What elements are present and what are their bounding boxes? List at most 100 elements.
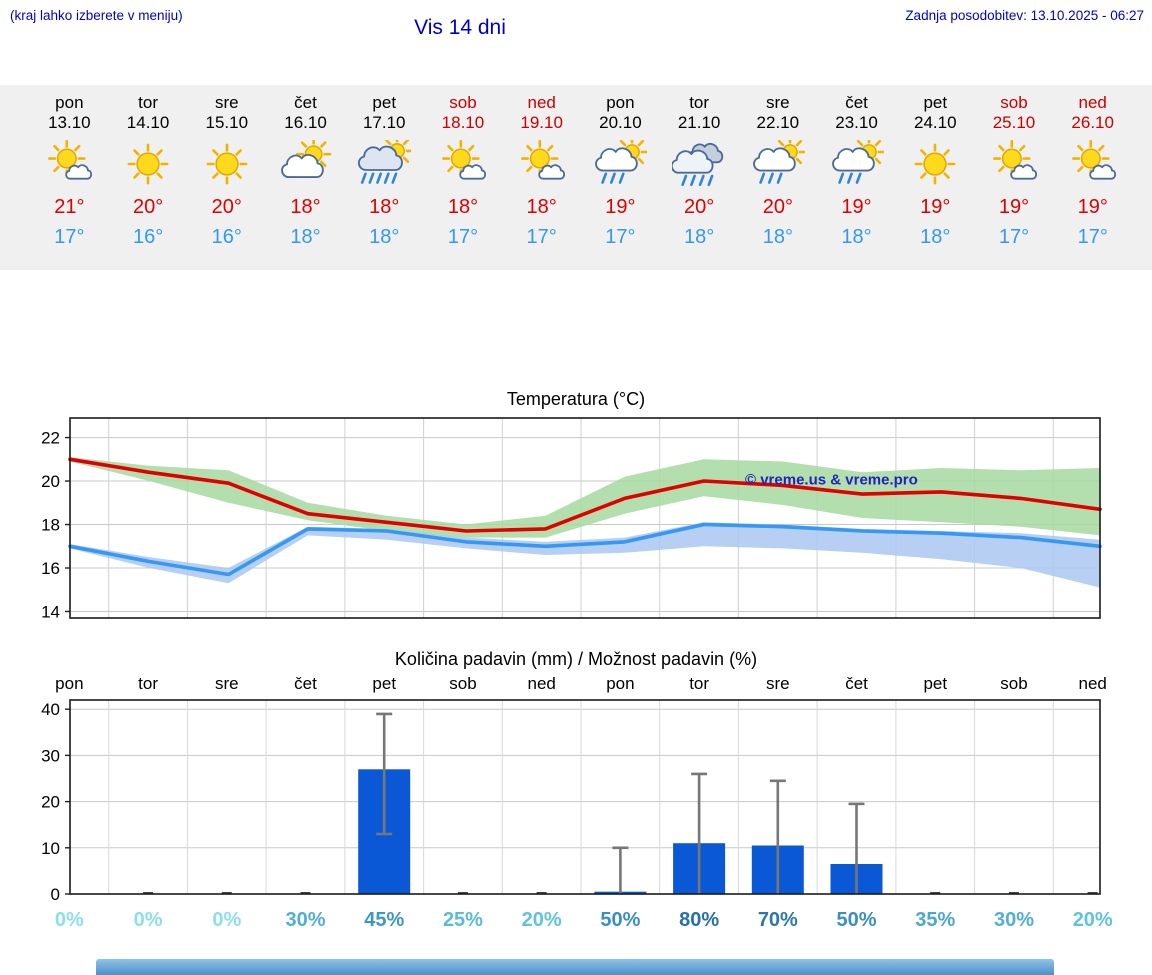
plot-border: [69, 699, 1101, 895]
day-name: čet: [845, 93, 868, 112]
day-name: sre: [766, 93, 790, 112]
footer-bar: [96, 959, 1054, 975]
day-name: tor: [138, 93, 158, 112]
day-date: 17.10: [362, 113, 406, 132]
y-axis-label: 14: [41, 603, 60, 622]
precip-day-label: pet: [923, 674, 948, 693]
high-temp: 19°: [841, 196, 872, 218]
precip-zero-mark: [930, 892, 941, 894]
precip-zero-mark: [221, 892, 232, 894]
high-temp: 19°: [998, 196, 1030, 218]
y-axis-label: 22: [41, 429, 60, 448]
plot-border: [69, 417, 1101, 619]
band-min-range: [70, 522, 1100, 588]
low-temp: 17°: [1077, 226, 1108, 248]
forecast-day: sre 22.10 20° 18°: [738, 93, 817, 264]
high-temp: 19°: [1077, 196, 1108, 218]
precip-zero-mark: [300, 892, 311, 894]
day-date: 22.10: [756, 113, 800, 132]
precip-zero-mark: [536, 892, 547, 894]
header: (kraj lahko izberete v meniju) Vis 14 dn…: [0, 0, 1152, 85]
precip-day-label: čet: [294, 674, 317, 693]
forecast-day: pet 17.10 18° 18°: [345, 93, 424, 264]
precip-probability: 80%: [679, 909, 720, 931]
weather-icon-partly-cloudy: [266, 135, 345, 193]
forecast-day: sob 18.10 18° 17°: [424, 93, 503, 264]
precip-probability: 70%: [757, 909, 798, 931]
y-axis-label: 10: [41, 839, 60, 858]
day-name: pon: [606, 93, 635, 112]
precip-day-label: sob: [1000, 674, 1028, 693]
precip-day-label: pon: [55, 674, 84, 693]
day-name: čet: [294, 93, 317, 112]
watermark: © vreme.us & vreme.pro: [745, 471, 918, 488]
day-date: 13.10: [48, 113, 91, 132]
line-max-temp: [68, 457, 1102, 533]
weather-icon-sunny: [109, 135, 188, 193]
weather-icon-showers-sun: [738, 135, 817, 193]
day-date: 15.10: [205, 113, 249, 132]
precip-zero-mark: [1087, 892, 1098, 894]
forecast-day: pon 20.10 19° 17°: [581, 93, 660, 264]
day-name: pon: [55, 93, 84, 112]
day-date: 16.10: [284, 113, 327, 132]
low-temp: 18°: [920, 226, 951, 248]
high-temp: 20°: [211, 196, 242, 218]
day-date: 21.10: [677, 113, 721, 132]
precip-probability: 35%: [915, 909, 956, 931]
y-axis-label: 20: [41, 472, 60, 491]
low-temp: 17°: [605, 226, 636, 248]
weather-icon-sunny: [187, 135, 266, 193]
day-date: 25.10: [992, 113, 1036, 132]
low-temp: 16°: [132, 226, 164, 248]
line-min-temp: [68, 522, 1102, 577]
weather-icon-mostly-sunny: [975, 135, 1054, 193]
low-temp: 18°: [683, 226, 715, 248]
precip-chart-title: Količina padavin (mm) / Možnost padavin …: [394, 649, 758, 669]
day-name: sob: [449, 93, 477, 112]
precip-probability: 30%: [993, 909, 1034, 931]
forecast-day: tor 21.10 20° 18°: [660, 93, 739, 264]
day-date: 26.10: [1071, 113, 1114, 132]
high-temp: 21°: [54, 196, 85, 218]
day-name: sob: [1000, 93, 1028, 112]
precip-probability: 30%: [285, 909, 326, 931]
menu-note: (kraj lahko izberete v meniju): [10, 8, 183, 23]
weather-icon-rain-sun: [345, 135, 424, 193]
day-name: tor: [689, 93, 710, 112]
y-axis-label: 16: [41, 559, 60, 578]
last-update: Zadnja posodobitev: 13.10.2025 - 06:27: [905, 8, 1144, 23]
low-temp: 17°: [526, 226, 557, 248]
weather-icon-rain-cloudy: [660, 135, 739, 193]
high-temp: 18°: [447, 196, 479, 218]
temperature-chart: 14 16 18 20 22 © vreme.us & vreme.pro: [0, 412, 1152, 624]
day-name: ned: [1078, 93, 1107, 112]
low-temp: 18°: [762, 226, 793, 248]
y-axis-label: 0: [51, 885, 60, 902]
high-temp: 20°: [683, 196, 715, 218]
day-date: 18.10: [441, 113, 485, 132]
precipitation-chart: 0 10 20 30 40: [0, 696, 1152, 902]
weather-icon-showers-sun: [817, 135, 896, 193]
precip-day-label: sre: [766, 674, 790, 693]
forecast-day: sre 15.10 20° 16°: [187, 93, 266, 264]
forecast-day: čet 16.10 18° 18°: [266, 93, 345, 264]
y-axis-label: 20: [41, 793, 60, 812]
y-axis-label: 18: [41, 516, 60, 535]
y-axis-label: 40: [41, 700, 60, 719]
high-temp: 19°: [920, 196, 951, 218]
weather-icon-mostly-sunny: [502, 135, 581, 193]
day-name: pet: [923, 93, 948, 112]
precip-probability: 45%: [364, 909, 405, 931]
precip-day-label: tor: [138, 674, 158, 693]
weather-icon-mostly-sunny: [424, 135, 503, 193]
precip-probability-row: 0% 0% 0% 30% 45% 25% 20% 50% 80% 70% 50% 35% 30% 20%: [0, 906, 1152, 936]
precip-probability: 20%: [1072, 909, 1113, 931]
precip-day-label: tor: [689, 674, 710, 693]
weather-icon-mostly-sunny: [30, 135, 109, 193]
high-temp: 20°: [762, 196, 793, 218]
precip-zero-mark: [143, 892, 154, 894]
precip-probability: 50%: [600, 909, 641, 931]
precip-day-label: sob: [449, 674, 477, 693]
high-temp: 18°: [369, 196, 400, 218]
